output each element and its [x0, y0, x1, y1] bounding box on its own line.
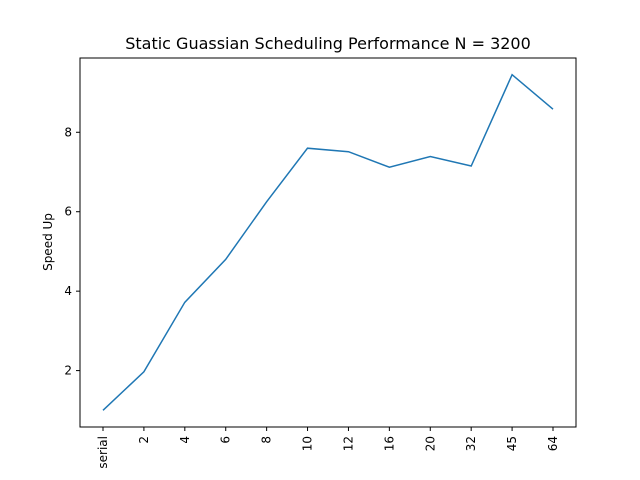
x-tick-label: 10 [301, 436, 315, 451]
y-tick-label: 4 [64, 284, 72, 298]
x-axis: serial 2 4 6 8 10 12 16 20 32 45 64 [96, 427, 560, 469]
x-tick-label: 4 [178, 436, 192, 444]
x-tick-label: 32 [464, 436, 478, 451]
x-tick-label: 6 [219, 436, 233, 444]
y-tick-label: 6 [64, 205, 72, 219]
y-axis-label: Speed Up [41, 213, 55, 271]
x-tick-label: 16 [382, 436, 396, 451]
y-tick-label: 2 [64, 364, 72, 378]
x-tick-label: 2 [137, 436, 151, 444]
y-tick-label: 8 [64, 125, 72, 139]
y-axis: 2 4 6 8 [64, 125, 80, 378]
plot-frame [79, 57, 577, 428]
x-tick-label: 64 [546, 436, 560, 451]
x-tick-label: 20 [423, 436, 437, 451]
x-tick-label: 8 [260, 436, 274, 444]
chart-title: Static Guassian Scheduling Performance N… [125, 34, 531, 53]
x-tick-label: 12 [341, 436, 355, 451]
series-line [102, 73, 554, 411]
x-tick-label: serial [96, 436, 110, 469]
x-tick-label: 45 [505, 436, 519, 451]
